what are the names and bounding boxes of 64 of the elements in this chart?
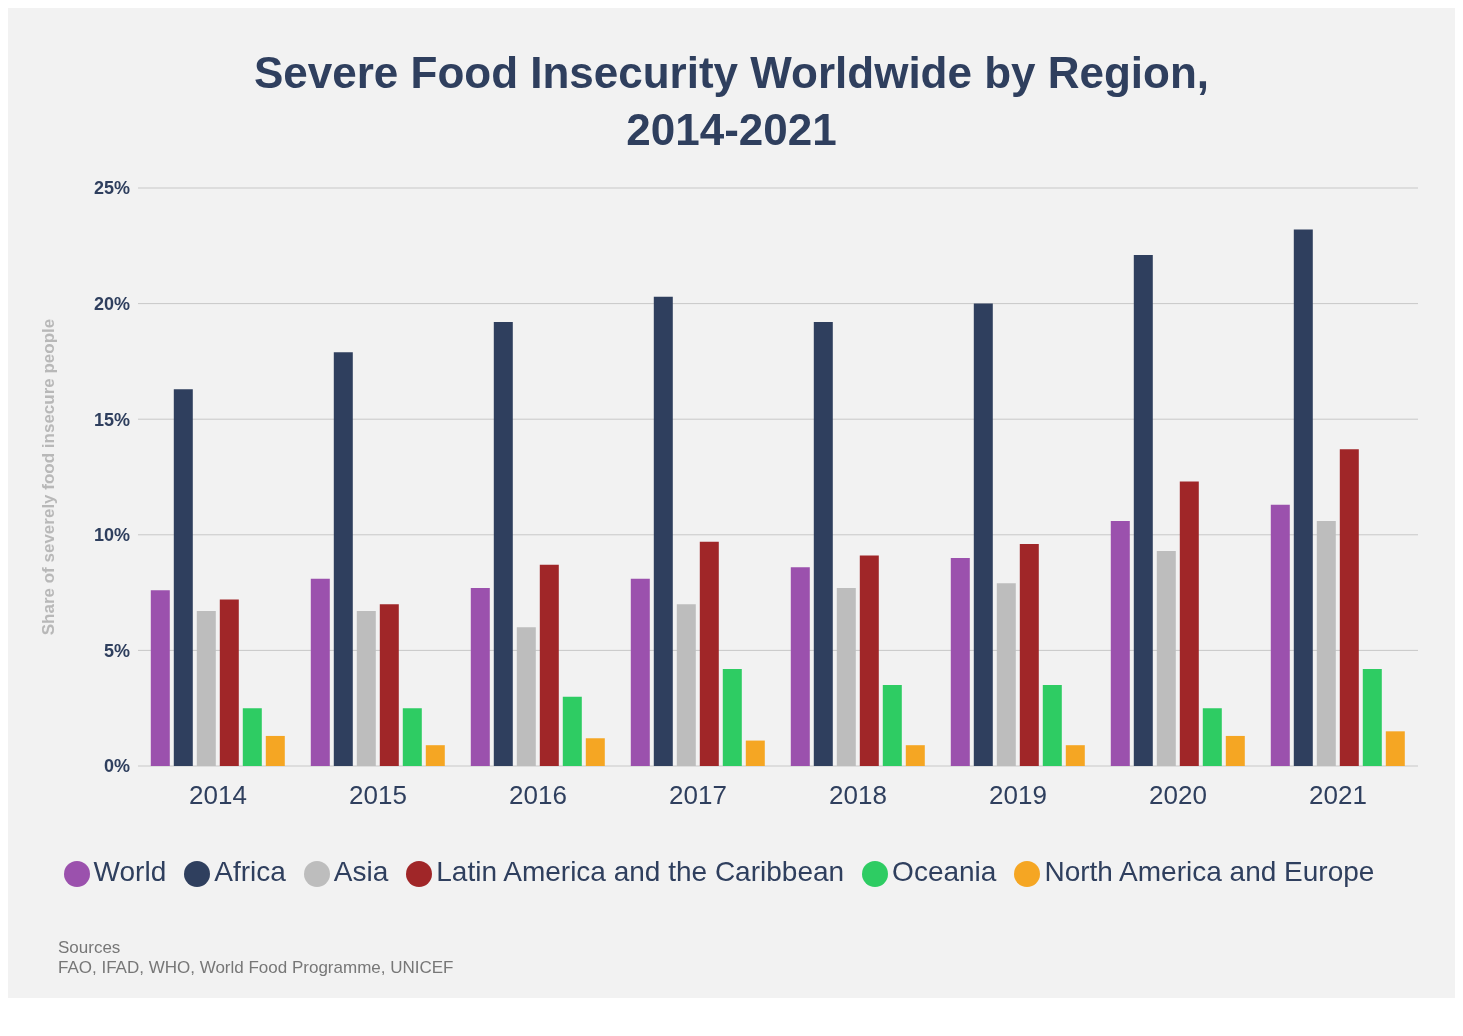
bar	[1110, 521, 1130, 767]
bar	[173, 389, 193, 767]
text: Sources	[58, 938, 122, 959]
x-tick-label: 2018	[829, 780, 887, 811]
bar	[310, 579, 330, 767]
bar	[1179, 482, 1199, 767]
bar	[1065, 745, 1085, 767]
bar	[1385, 731, 1405, 767]
bar	[882, 685, 902, 767]
x-tick-label: 2017	[669, 780, 727, 811]
bar	[493, 322, 513, 767]
bar	[150, 590, 170, 767]
bar	[242, 708, 262, 767]
x-tick-label: 2016	[509, 780, 567, 811]
x-tick-label: 2020	[1149, 780, 1207, 811]
y-tick-label: 15%	[93, 409, 130, 430]
bar	[470, 588, 490, 767]
bar	[539, 565, 559, 767]
bar	[219, 599, 239, 767]
bar	[562, 697, 582, 767]
bar	[1339, 449, 1359, 767]
bar	[425, 745, 445, 767]
bar	[1133, 255, 1153, 767]
bar	[859, 555, 879, 767]
legend-label: World	[93, 856, 167, 888]
bar	[950, 558, 970, 767]
x-tick-label: 2021	[1309, 780, 1367, 811]
bar	[333, 352, 353, 767]
legend-label: Oceania	[892, 856, 997, 888]
y-tick-label: 25%	[93, 178, 130, 199]
bar	[402, 708, 422, 767]
bar	[1293, 229, 1313, 767]
bar	[1362, 669, 1382, 767]
bar	[905, 745, 925, 767]
bar	[1019, 544, 1039, 767]
bar	[699, 542, 719, 767]
bar	[745, 740, 765, 767]
bar	[630, 579, 650, 767]
bar	[1202, 708, 1222, 767]
legend-label: Latin America and the Caribbean	[436, 856, 845, 888]
x-tick-label: 2015	[349, 780, 407, 811]
bar	[265, 736, 285, 767]
bar	[973, 303, 993, 767]
bar	[1225, 736, 1245, 767]
bar	[653, 297, 673, 767]
y-tick-label: 5%	[103, 641, 130, 662]
bar	[790, 567, 810, 767]
chart-title: Severe Food Insecurity Worldwide by Region, 2014-2021	[252, 47, 1211, 157]
y-tick-label: 10%	[93, 525, 130, 546]
bar	[585, 738, 605, 767]
y-axis-title: Share of severely food insecure people	[39, 319, 59, 636]
legend-label: Africa	[214, 856, 286, 888]
x-tick-label: 2019	[989, 780, 1047, 811]
bar	[379, 604, 399, 767]
legend-label: Asia	[333, 856, 389, 888]
y-tick-label: 0%	[103, 756, 130, 777]
y-tick-label: 20%	[93, 294, 130, 315]
text: FAO, IFAD, WHO, World Food Programme, UNICEF	[58, 958, 455, 979]
bar	[722, 669, 742, 767]
legend-label: North America and Europe	[1044, 856, 1375, 888]
bar	[1270, 505, 1290, 767]
x-tick-label: 2014	[189, 780, 247, 811]
bar	[1042, 685, 1062, 767]
bar	[813, 322, 833, 767]
